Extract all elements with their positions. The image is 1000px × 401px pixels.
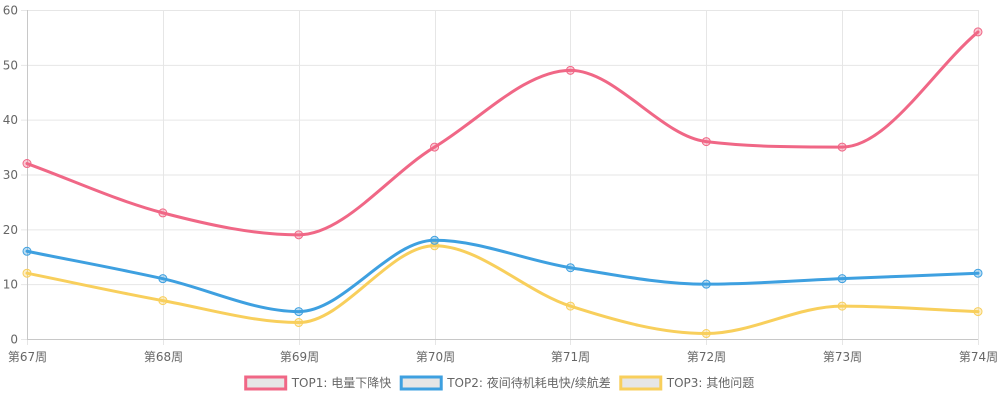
series-3-point[interactable] xyxy=(973,307,983,317)
y-tick-label: 50 xyxy=(3,58,18,72)
x-tick-label: 第70周 xyxy=(416,350,455,364)
series-3 xyxy=(22,241,983,339)
series-2-point[interactable] xyxy=(837,274,847,284)
series-1-point[interactable] xyxy=(565,65,575,75)
series-1-point[interactable] xyxy=(430,142,440,152)
y-tick-label: 10 xyxy=(3,278,18,292)
series-1 xyxy=(22,27,983,240)
series-1-point[interactable] xyxy=(837,142,847,152)
series-2-line xyxy=(25,238,980,314)
series-1-point[interactable] xyxy=(973,27,983,37)
series-3-point[interactable] xyxy=(294,318,304,328)
series-2-point[interactable] xyxy=(430,235,440,245)
series-1-point[interactable] xyxy=(701,137,711,147)
legend: TOP1: 电量下降快 TOP2: 夜间待机耗电快/续航差 TOP3: 其他问题 xyxy=(244,375,755,391)
x-tick-label: 第67周 xyxy=(8,350,47,364)
x-tick-label: 第74周 xyxy=(959,350,998,364)
y-tick-label: 30 xyxy=(3,168,18,182)
series-3-point[interactable] xyxy=(22,268,32,278)
x-tick-label: 第71周 xyxy=(551,350,590,364)
series-1-point[interactable] xyxy=(158,208,168,218)
x-tick-label: 第69周 xyxy=(280,350,319,364)
series-2-point[interactable] xyxy=(973,268,983,278)
series-1-line xyxy=(25,30,980,237)
series-1-point[interactable] xyxy=(22,159,32,169)
legend-label: TOP3: 其他问题 xyxy=(666,376,755,390)
x-tick-label: 第72周 xyxy=(687,350,726,364)
y-tick-label: 0 xyxy=(10,333,18,347)
series-3-point[interactable] xyxy=(837,301,847,311)
grid-lines xyxy=(21,10,979,345)
y-tick-label: 40 xyxy=(3,113,18,127)
series-1-point[interactable] xyxy=(294,230,304,240)
x-tick-label: 第68周 xyxy=(144,350,183,364)
series-2-point[interactable] xyxy=(158,274,168,284)
series-3-line xyxy=(25,244,980,336)
legend-item-3[interactable]: TOP3: 其他问题 xyxy=(619,375,755,391)
legend-item-2[interactable]: TOP2: 夜间待机耗电快/续航差 xyxy=(399,375,611,391)
series-2 xyxy=(22,235,983,317)
series-2-point[interactable] xyxy=(701,279,711,289)
series-3-point[interactable] xyxy=(158,296,168,306)
y-tick-label: 20 xyxy=(3,223,18,237)
x-tick-label: 第73周 xyxy=(823,350,862,364)
legend-swatch xyxy=(619,375,663,391)
legend-label: TOP2: 夜间待机耗电快/续航差 xyxy=(446,375,611,390)
series-3-point[interactable] xyxy=(565,301,575,311)
series-2-point[interactable] xyxy=(22,246,32,256)
legend-label: TOP1: 电量下降快 xyxy=(291,376,392,390)
legend-swatch xyxy=(244,375,288,391)
series-2-point[interactable] xyxy=(565,263,575,273)
series-3-point[interactable] xyxy=(701,329,711,339)
legend-swatch xyxy=(399,375,443,391)
y-tick-label: 60 xyxy=(3,4,18,18)
legend-item-1[interactable]: TOP1: 电量下降快 xyxy=(244,375,392,391)
series-2-point[interactable] xyxy=(294,307,304,317)
